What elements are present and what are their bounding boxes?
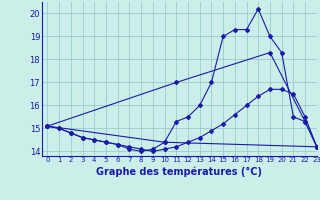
X-axis label: Graphe des températures (°C): Graphe des températures (°C) [96, 166, 262, 177]
